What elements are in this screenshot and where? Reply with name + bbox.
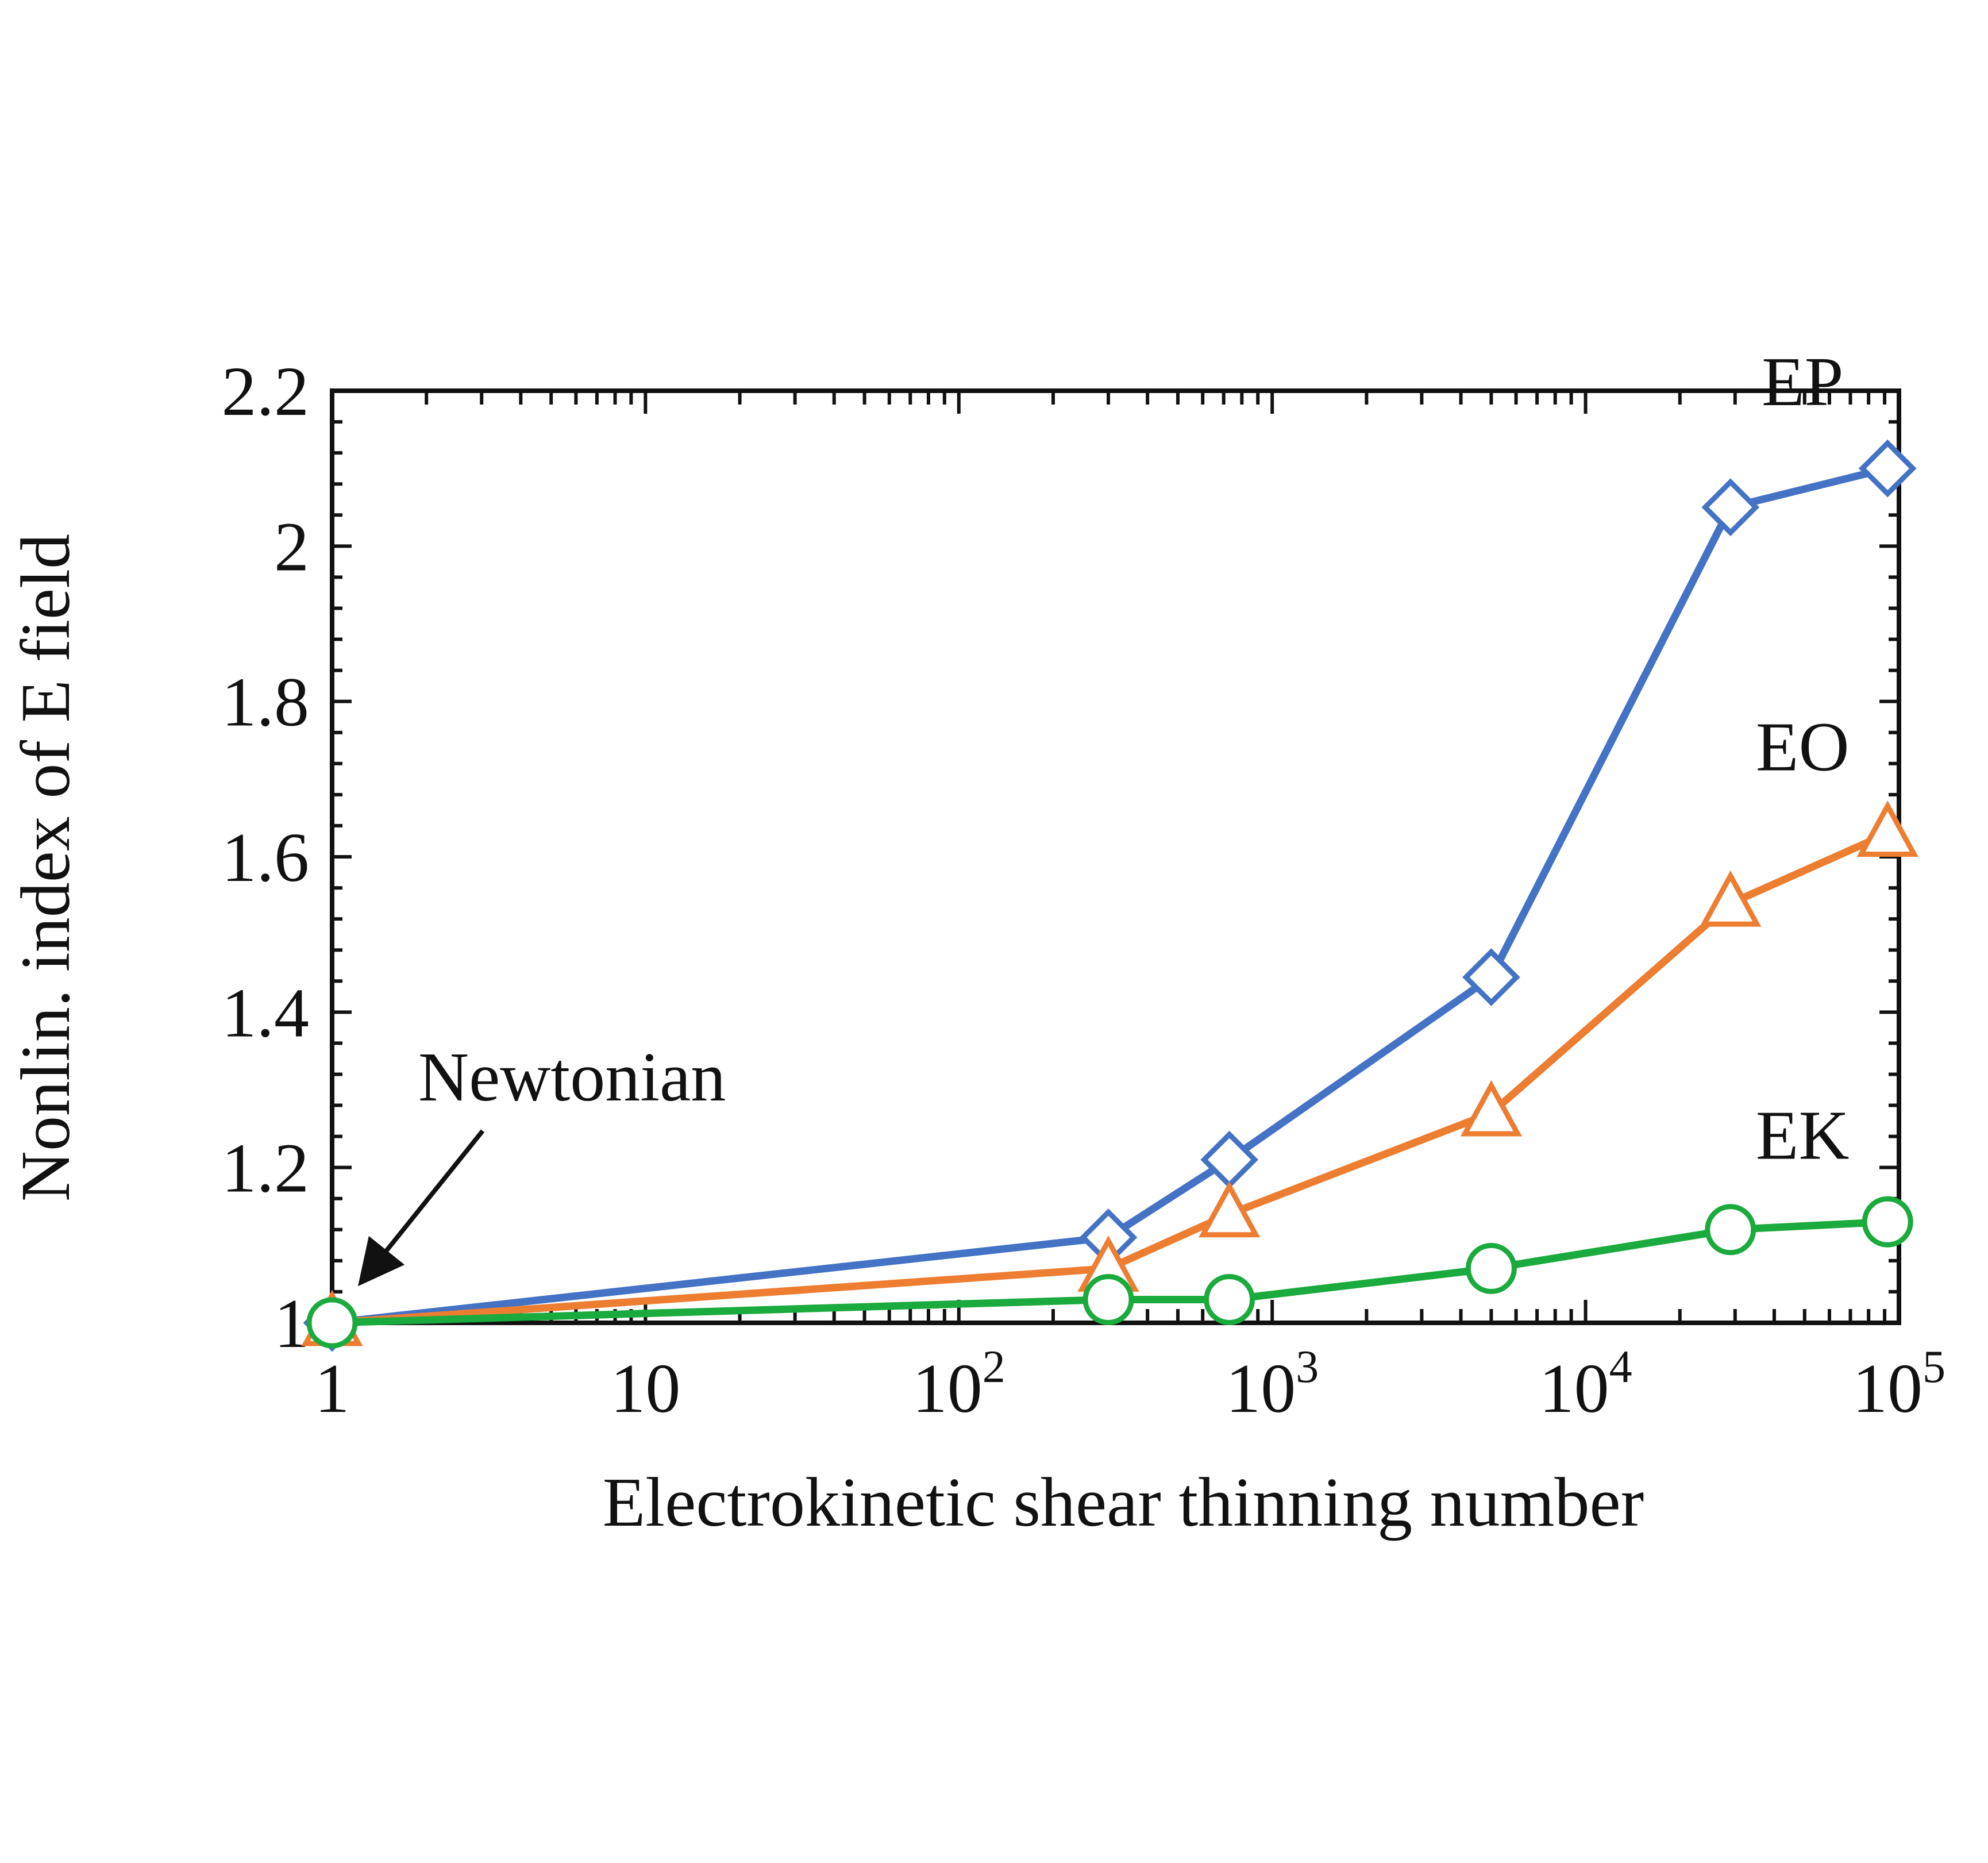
series-eo [301, 800, 1918, 1346]
data-point-eo [1700, 870, 1762, 927]
x-tick-label: 103 [1226, 1342, 1319, 1427]
series-ek [306, 1196, 1913, 1349]
newtonian-arrow [357, 1129, 485, 1287]
y-tick-label: 1.4 [222, 974, 310, 1052]
series-label-ep: EP [1762, 343, 1843, 421]
series-layer [301, 439, 1918, 1352]
series-line-eo [332, 830, 1889, 1327]
y-tick-label: 1.2 [222, 1130, 310, 1207]
y-tick-label: 1.6 [222, 819, 310, 896]
series-label-eo: EO [1756, 708, 1850, 786]
x-axis-title: Electrokinetic shear thinning number [603, 1464, 1644, 1541]
data-point-ek [306, 1297, 358, 1349]
data-point-ek [1705, 1204, 1756, 1256]
newtonian-label: Newtonian [418, 1038, 726, 1116]
y-tick-label: 1.8 [222, 664, 310, 741]
data-point-ep [1462, 948, 1520, 1006]
newtonian-annotation: Newtonian [357, 1038, 726, 1287]
x-tick-label: 105 [1852, 1342, 1945, 1427]
data-point-ek [1204, 1273, 1255, 1325]
data-point-ep [1701, 478, 1760, 537]
y-tick-label: 2 [274, 508, 309, 586]
y-axis: 1 1.2 1.4 1.6 1.8 2 2.2 [222, 353, 1899, 1362]
series-label-ek: EK [1756, 1096, 1850, 1174]
series-line-ep [332, 464, 1889, 1327]
data-point-eo [1856, 800, 1918, 857]
y-tick-label: 2.2 [222, 353, 310, 430]
data-point-eo [1199, 1181, 1261, 1238]
x-axis: 1 10 102 103 104 105 [315, 391, 1945, 1427]
data-point-eo [1460, 1080, 1523, 1137]
data-point-ep [1858, 439, 1917, 498]
data-point-ep [1200, 1130, 1259, 1189]
x-tick-label: 104 [1539, 1342, 1632, 1427]
plot-border [330, 388, 1901, 1325]
x-tick-label: 10 [610, 1350, 680, 1427]
series-line-ek [332, 1218, 1888, 1327]
data-point-ek [1862, 1196, 1913, 1248]
series-ep [303, 439, 1917, 1352]
y-tick-label: 1 [274, 1285, 309, 1362]
x-tick-label: 102 [912, 1342, 1005, 1427]
y-axis-title: Nonlin. index of E field [7, 534, 84, 1202]
x-tick-label: 1 [315, 1350, 350, 1427]
data-point-ek [1082, 1273, 1134, 1325]
plot-frame [330, 388, 1901, 1325]
labels-layer: EP EO EK [1756, 343, 1850, 1174]
data-point-ek [1465, 1242, 1517, 1294]
